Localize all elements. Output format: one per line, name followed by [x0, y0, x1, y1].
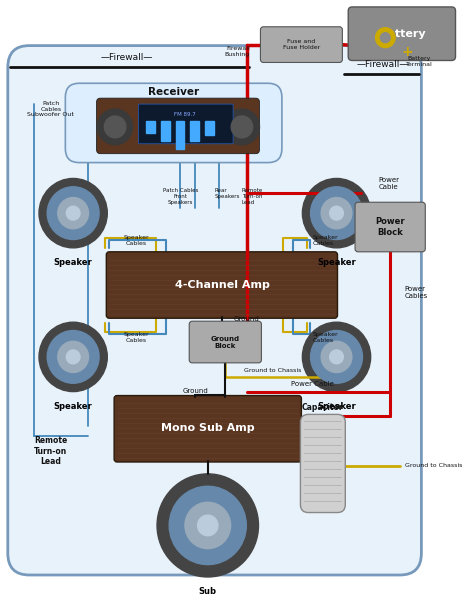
- Circle shape: [330, 350, 343, 364]
- FancyBboxPatch shape: [65, 83, 282, 162]
- Circle shape: [58, 198, 89, 229]
- Circle shape: [198, 515, 218, 536]
- Circle shape: [310, 331, 363, 383]
- Text: Sub: Sub: [199, 587, 217, 596]
- FancyBboxPatch shape: [8, 45, 421, 575]
- Text: Receiver: Receiver: [148, 87, 199, 97]
- FancyBboxPatch shape: [355, 202, 425, 252]
- Text: Firewall
Bushing: Firewall Bushing: [225, 46, 250, 57]
- Circle shape: [310, 187, 363, 239]
- Bar: [161, 121, 170, 141]
- Circle shape: [66, 206, 80, 220]
- Circle shape: [321, 198, 352, 229]
- Text: Remote
Turn-on
Lead: Remote Turn-on Lead: [34, 436, 67, 466]
- Circle shape: [157, 474, 258, 577]
- Text: Speaker
Cables: Speaker Cables: [312, 332, 338, 343]
- Circle shape: [169, 486, 246, 565]
- Text: Ground
Block: Ground Block: [211, 336, 240, 349]
- Text: Capacitor: Capacitor: [302, 404, 344, 413]
- Text: Ground to Chassis: Ground to Chassis: [405, 463, 462, 469]
- Text: Power
Cables: Power Cables: [405, 286, 428, 299]
- Text: Speaker: Speaker: [54, 402, 92, 411]
- FancyBboxPatch shape: [138, 104, 233, 144]
- Text: FM 89.7: FM 89.7: [174, 112, 196, 116]
- Circle shape: [321, 341, 352, 373]
- Circle shape: [39, 179, 107, 248]
- Bar: [146, 121, 155, 133]
- Text: Patch Cables
Front
Speakers: Patch Cables Front Speakers: [163, 189, 198, 205]
- Text: Battery
Terminal: Battery Terminal: [406, 56, 433, 67]
- FancyBboxPatch shape: [97, 98, 259, 153]
- Text: Rear
Speakers: Rear Speakers: [215, 189, 240, 199]
- Text: Remote
Turn-on
Lead: Remote Turn-on Lead: [242, 189, 263, 205]
- Circle shape: [58, 341, 89, 373]
- Text: Speaker
Cables: Speaker Cables: [124, 332, 149, 343]
- Bar: [175, 121, 184, 149]
- Circle shape: [104, 116, 126, 138]
- Circle shape: [381, 33, 390, 42]
- Text: —Firewall—: —Firewall—: [100, 54, 153, 63]
- Text: Speaker: Speaker: [54, 258, 92, 267]
- FancyBboxPatch shape: [106, 252, 337, 318]
- FancyBboxPatch shape: [348, 7, 456, 60]
- FancyBboxPatch shape: [260, 27, 342, 63]
- Circle shape: [330, 206, 343, 220]
- Circle shape: [39, 322, 107, 392]
- Text: Ground to Chassis: Ground to Chassis: [245, 368, 302, 373]
- Text: Fuse and
Fuse Holder: Fuse and Fuse Holder: [283, 39, 320, 50]
- Text: Ground: Ground: [182, 387, 208, 393]
- Text: Speaker
Cables: Speaker Cables: [124, 235, 149, 246]
- Text: Power
Block: Power Block: [375, 217, 405, 237]
- Text: Mono Sub Amp: Mono Sub Amp: [161, 423, 255, 433]
- Text: Power Cable: Power Cable: [291, 381, 334, 387]
- Circle shape: [231, 116, 253, 138]
- FancyBboxPatch shape: [301, 414, 345, 513]
- Text: Battery: Battery: [379, 29, 425, 39]
- Circle shape: [47, 187, 99, 239]
- Circle shape: [47, 331, 99, 383]
- Circle shape: [302, 179, 371, 248]
- Circle shape: [302, 322, 371, 392]
- Text: +: +: [402, 45, 413, 59]
- Text: Speaker: Speaker: [317, 402, 356, 411]
- Text: Speaker
Cables: Speaker Cables: [312, 235, 338, 246]
- Bar: [190, 121, 199, 141]
- Text: 4-Channel Amp: 4-Channel Amp: [175, 279, 270, 290]
- Circle shape: [185, 502, 230, 549]
- Text: Ground: Ground: [234, 316, 260, 322]
- Text: Speaker: Speaker: [317, 258, 356, 267]
- Text: —Firewall—: —Firewall—: [356, 60, 409, 69]
- Text: Patch
Cables
Subwoofer Out: Patch Cables Subwoofer Out: [27, 101, 74, 118]
- FancyBboxPatch shape: [114, 396, 301, 462]
- Circle shape: [66, 350, 80, 364]
- Circle shape: [375, 27, 395, 48]
- Bar: [205, 121, 214, 135]
- FancyBboxPatch shape: [189, 321, 262, 363]
- Circle shape: [224, 109, 259, 144]
- Text: Power
Cable: Power Cable: [378, 177, 400, 190]
- Circle shape: [98, 109, 133, 144]
